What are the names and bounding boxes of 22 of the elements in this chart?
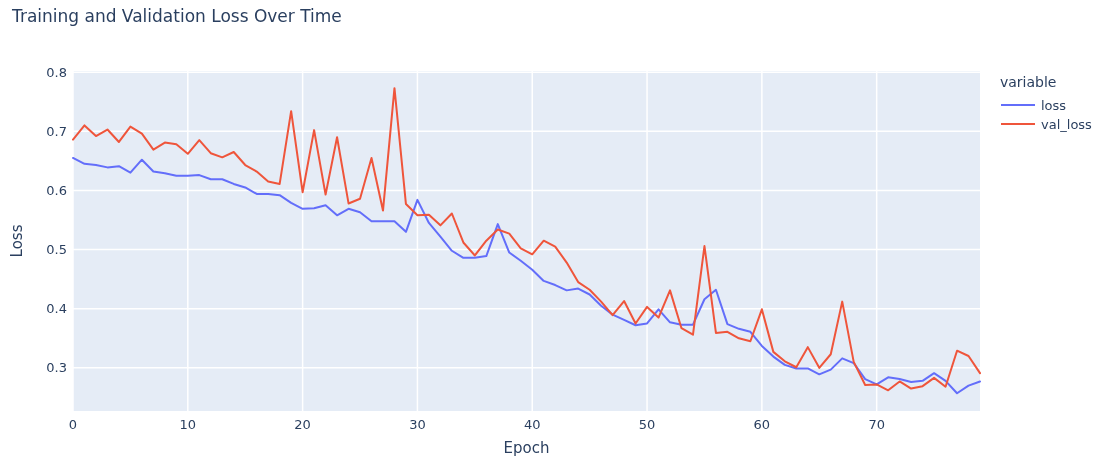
- x-axis-title: Epoch: [503, 439, 550, 457]
- line-series: [72, 87, 981, 392]
- y-tick-label: 0.3: [46, 360, 67, 376]
- x-tick-label: 40: [523, 417, 541, 432]
- x-tick-label: 0: [68, 417, 78, 432]
- y-tick-label: 0.8: [46, 64, 67, 80]
- x-tick-label: 10: [179, 417, 197, 432]
- legend-title: variable: [1000, 74, 1057, 90]
- line-series: [72, 156, 981, 395]
- chart-title: Training and Validation Loss Over Time: [11, 6, 342, 26]
- y-tick-label: 0.6: [46, 182, 67, 198]
- legend-label: val_loss: [1041, 117, 1093, 132]
- y-tick-label: 0.5: [46, 242, 67, 258]
- y-tick-label: 0.4: [46, 301, 67, 317]
- legend-label: loss: [1041, 98, 1067, 113]
- x-tick-label: 50: [638, 417, 656, 432]
- y-axis-title: Loss: [8, 224, 26, 258]
- x-tick-label: 70: [868, 417, 885, 432]
- x-tick-label: 20: [294, 417, 311, 432]
- x-tick-label: 60: [753, 417, 771, 432]
- y-tick-label: 0.7: [46, 123, 67, 139]
- x-tick-label: 30: [409, 417, 426, 432]
